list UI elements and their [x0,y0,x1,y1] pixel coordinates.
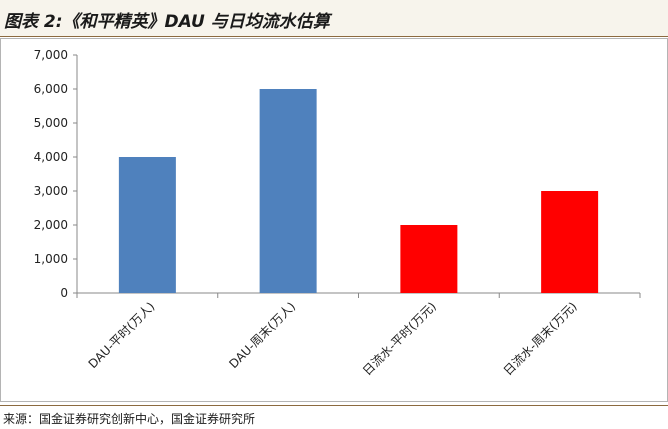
source-divider [0,405,668,406]
y-tick-label: 3,000 [34,184,68,198]
y-tick-label: 2,000 [34,218,68,232]
x-category-label: 日流水-周末(万元) [501,299,580,378]
bar [259,89,317,293]
figure-title: 图表 2:《和平精英》DAU 与日均流水估算 [4,12,330,32]
y-tick-label: 7,000 [34,48,68,62]
bar [400,225,458,293]
y-tick-label: 0 [60,286,68,300]
y-tick-label: 4,000 [34,150,68,164]
x-category-label: DAU-平时(万人) [86,299,158,371]
title-divider [0,36,668,37]
y-tick-label: 6,000 [34,82,68,96]
bar [118,157,176,293]
bar-chart: 0 1,000 2,000 3,000 4,000 5,000 6,000 7,000 DAU-… [34,48,641,378]
source-note: 来源：国金证券研究创新中心，国金证券研究所 [3,412,256,426]
bar [541,191,599,293]
title-bar: 图表 2:《和平精英》DAU 与日均流水估算 [0,0,668,36]
y-tick-label: 5,000 [34,116,68,130]
x-category-label: DAU-周末(万人) [226,299,298,371]
x-category-label: 日流水-平时(万元) [360,299,439,378]
y-tick-label: 1,000 [34,252,68,266]
